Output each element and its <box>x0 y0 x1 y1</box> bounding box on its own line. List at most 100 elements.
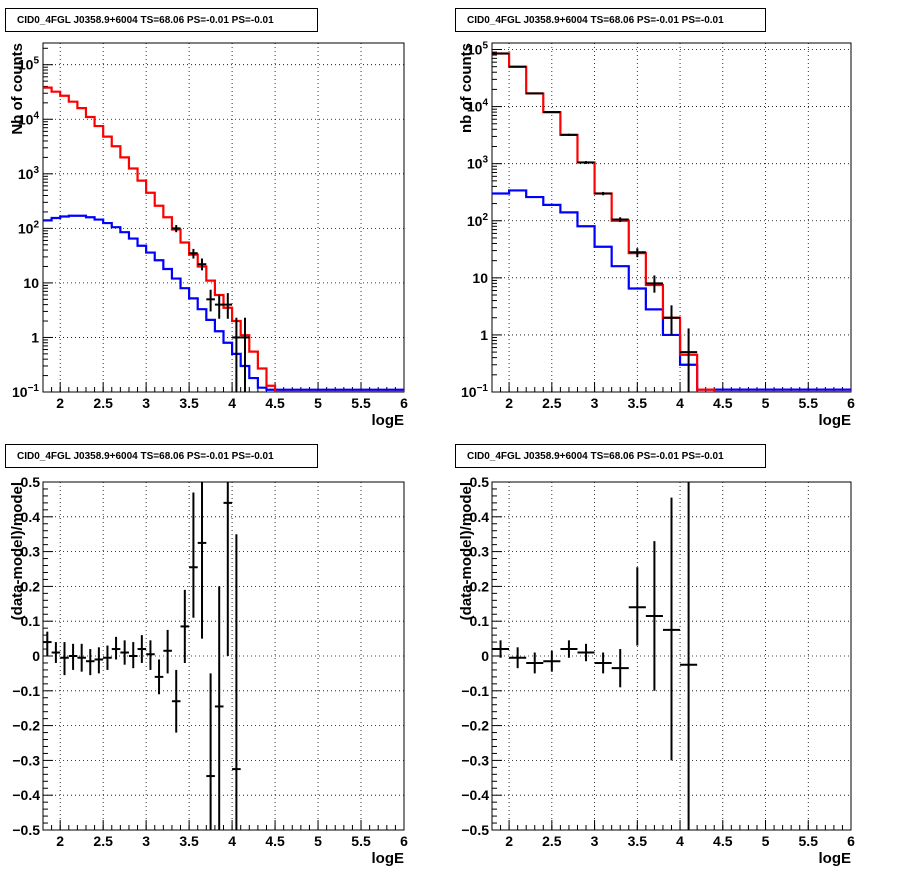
x-tick-label: 6 <box>400 833 408 849</box>
data-point <box>645 275 663 293</box>
y-tick-label: 0 <box>481 648 489 664</box>
data-point <box>645 541 663 691</box>
y-tick-label: 10−1 <box>461 383 488 400</box>
y-axis-title: Nb of counts <box>9 43 26 135</box>
x-tick-label: 2.5 <box>542 833 562 849</box>
data-point <box>223 293 233 319</box>
x-tick-label: 5 <box>762 833 770 849</box>
axes: 2 2.5 3 3.5 4 4.5 5 5.5 6 10−1 1 10 102 103 104 105 logE… <box>458 41 855 429</box>
grid <box>492 43 851 392</box>
data-point <box>68 643 78 670</box>
x-tick-label: 4.5 <box>265 395 285 411</box>
data-point <box>197 258 207 271</box>
x-tick-label: 5 <box>314 395 322 411</box>
y-tick-label: 103 <box>18 165 40 182</box>
y-tick-label: 104 <box>18 110 40 127</box>
data-point <box>197 482 207 639</box>
data-point <box>526 92 544 95</box>
plot-frame <box>491 42 852 393</box>
data-point <box>189 248 198 259</box>
y-tick-label: −0.1 <box>12 683 40 699</box>
data-point <box>43 631 52 656</box>
x-tick-label: 6 <box>847 833 855 849</box>
x-tick-label: 5.5 <box>351 833 371 849</box>
x-tick-label: 4 <box>228 833 236 849</box>
x-tick-label: 2 <box>56 833 64 849</box>
y-tick-label: 0.3 <box>470 544 490 560</box>
data-point <box>154 659 164 695</box>
axes: 2 2.5 3 3.5 4 4.5 5 5.5 6 −0.5 −0.4 −0.3 −0.2 −0.1 0 0.… <box>9 474 408 867</box>
y-axis-title: nb of counts <box>458 43 475 133</box>
panel-counts-coarse: CID0_4FGL J0358.9+6004 TS=68.06 PS=-0.01… <box>449 0 898 438</box>
residuals-plot-fine: 2 2.5 3 3.5 4 4.5 5 5.5 6 −0.5 −0.4 −0.3 −0.2 −0.1 0 0.… <box>9 474 408 867</box>
x-tick-label: 4.5 <box>265 833 285 849</box>
data-point <box>171 669 181 733</box>
data-point <box>85 649 95 676</box>
panel-title: CID0_4FGL J0358.9+6004 TS=68.06 PS=-0.01… <box>455 8 766 32</box>
data-point <box>662 305 681 335</box>
y-tick-label: −0.3 <box>12 752 40 768</box>
data-point <box>163 629 172 674</box>
y-tick-label: 0.5 <box>470 474 490 490</box>
data-point <box>594 191 612 196</box>
total-model-histogram <box>43 86 404 392</box>
x-tick-label: 6 <box>400 395 408 411</box>
data-point <box>594 652 612 674</box>
y-tick-label: −0.3 <box>461 752 489 768</box>
x-tick-label: 3.5 <box>628 395 648 411</box>
plot-data <box>43 482 241 830</box>
y-tick-label: 0.4 <box>470 509 490 525</box>
y-tick-label: 0.3 <box>21 544 41 560</box>
data-point <box>543 650 561 672</box>
x-tick-label: 4 <box>228 395 236 411</box>
x-tick-label: 5 <box>314 833 322 849</box>
x-tick-label: 2.5 <box>93 833 113 849</box>
plot-frame <box>42 42 405 393</box>
y-tick-label: 10 <box>472 270 488 286</box>
x-tick-label: 3 <box>142 833 150 849</box>
y-tick-label: 1 <box>480 327 488 343</box>
y-tick-label: 0.2 <box>21 578 41 594</box>
data-point <box>526 652 544 674</box>
counts-histogram-fine: 2 2.5 3 3.5 4 4.5 5 5.5 6 10−1 1 10 102 103 104 105 logE… <box>9 42 408 429</box>
panel-title: CID0_4FGL J0358.9+6004 TS=68.06 PS=-0.01… <box>5 444 318 468</box>
data-point <box>680 328 698 392</box>
x-tick-label: 4 <box>676 833 684 849</box>
data-point <box>206 289 215 312</box>
data-point <box>628 567 646 646</box>
x-axis-title: logE <box>819 412 852 429</box>
x-tick-label: 3 <box>591 833 599 849</box>
plot-data <box>492 482 698 830</box>
data-point <box>577 643 595 662</box>
x-tick-label: 2 <box>56 395 64 411</box>
x-axis-title: logE <box>819 850 852 867</box>
grid <box>43 482 404 830</box>
y-tick-label: −0.4 <box>12 787 40 803</box>
data-point <box>611 649 629 688</box>
data-point <box>171 225 181 233</box>
data-point <box>560 133 578 137</box>
axes: 2 2.5 3 3.5 4 4.5 5 5.5 6 10−1 1 10 102 103 104 105 logE… <box>9 42 408 429</box>
panel-residuals-fine: CID0_4FGL J0358.9+6004 TS=68.06 PS=-0.01… <box>0 438 449 875</box>
data-point <box>51 642 61 663</box>
data-point <box>111 636 121 660</box>
x-tick-label: 5.5 <box>351 395 371 411</box>
data-point <box>128 642 138 669</box>
x-axis-title: logE <box>372 850 405 867</box>
data-point <box>137 635 147 663</box>
data-point <box>223 482 233 656</box>
x-tick-label: 3 <box>142 395 150 411</box>
data-point <box>240 317 250 392</box>
panel-residuals-coarse: CID0_4FGL J0358.9+6004 TS=68.06 PS=-0.01… <box>449 438 898 875</box>
data-point <box>189 492 198 618</box>
data-point <box>232 317 241 392</box>
data-point <box>214 295 224 319</box>
y-tick-label: −0.5 <box>461 822 489 838</box>
y-tick-label: −0.2 <box>461 718 489 734</box>
panel-counts-fine: CID0_4FGL J0358.9+6004 TS=68.06 PS=-0.01… <box>0 0 449 438</box>
y-tick-label: 0 <box>32 648 40 664</box>
y-axis-title: (data-model)/model <box>9 482 26 620</box>
y-tick-label: 1 <box>31 329 39 345</box>
data-point <box>577 161 595 164</box>
data-point <box>103 645 112 670</box>
